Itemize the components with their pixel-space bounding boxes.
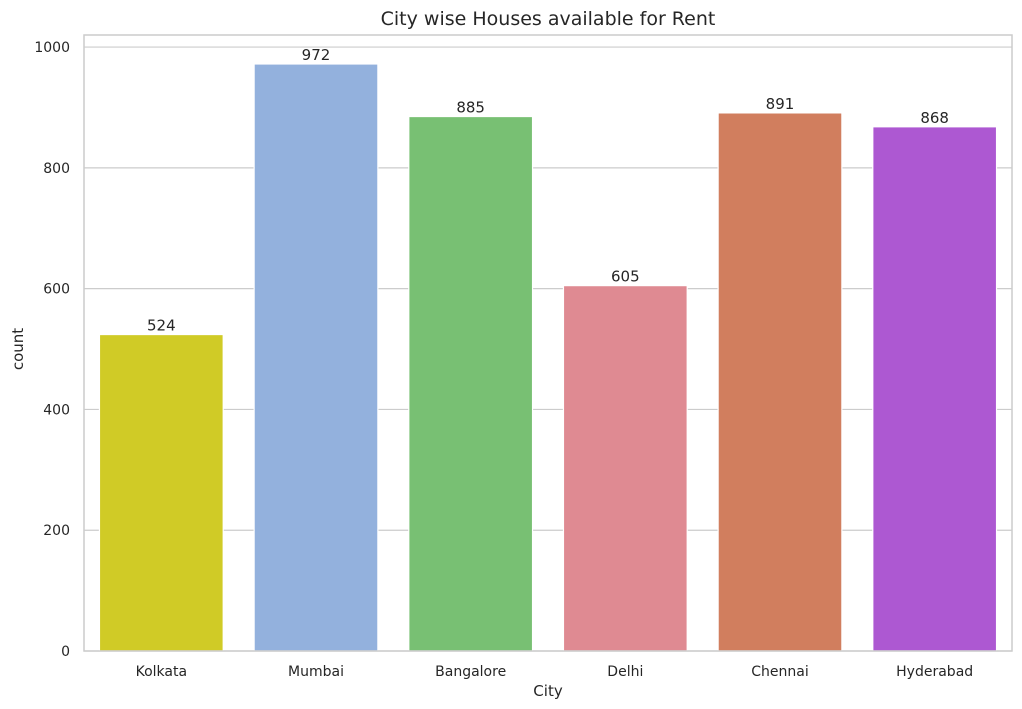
- bars: [98, 63, 998, 652]
- plot-frame: [83, 34, 1013, 652]
- bar-chennai: [717, 112, 843, 652]
- bar-kolkata: [98, 333, 224, 652]
- data-label: 605: [611, 268, 640, 286]
- bar-delhi: [562, 285, 688, 652]
- y-tick-label: 800: [43, 161, 70, 177]
- y-tick-label: 0: [61, 644, 70, 660]
- y-tick-label: 1000: [34, 40, 70, 56]
- y-axis-ticks: 0 200 400 600 800 1000: [34, 40, 70, 660]
- bar-mumbai: [253, 63, 379, 652]
- data-labels: 524 972 885 605 891 868: [147, 46, 949, 335]
- x-tick-label: Delhi: [607, 664, 643, 680]
- x-tick-label: Hyderabad: [896, 664, 973, 680]
- y-tick-label: 600: [43, 282, 70, 298]
- data-label: 868: [920, 109, 949, 127]
- data-label: 972: [302, 46, 331, 64]
- x-tick-label: Kolkata: [136, 664, 187, 680]
- x-tick-label: Chennai: [751, 664, 808, 680]
- data-label: 885: [456, 99, 485, 117]
- data-label: 524: [147, 317, 176, 335]
- x-tick-label: Mumbai: [288, 664, 344, 680]
- x-axis-ticks: Kolkata Mumbai Bangalore Delhi Chennai Hydera…: [136, 664, 974, 680]
- bar-hyderabad: [872, 126, 998, 652]
- data-label: 891: [766, 95, 795, 113]
- y-tick-label: 400: [43, 402, 70, 418]
- y-tick-label: 200: [43, 523, 70, 539]
- x-tick-label: Bangalore: [435, 664, 506, 680]
- bar-bangalore: [408, 115, 534, 652]
- x-axis-label: City: [533, 682, 563, 700]
- chart-title: City wise Houses available for Rent: [381, 8, 716, 30]
- y-axis-label: count: [9, 328, 27, 370]
